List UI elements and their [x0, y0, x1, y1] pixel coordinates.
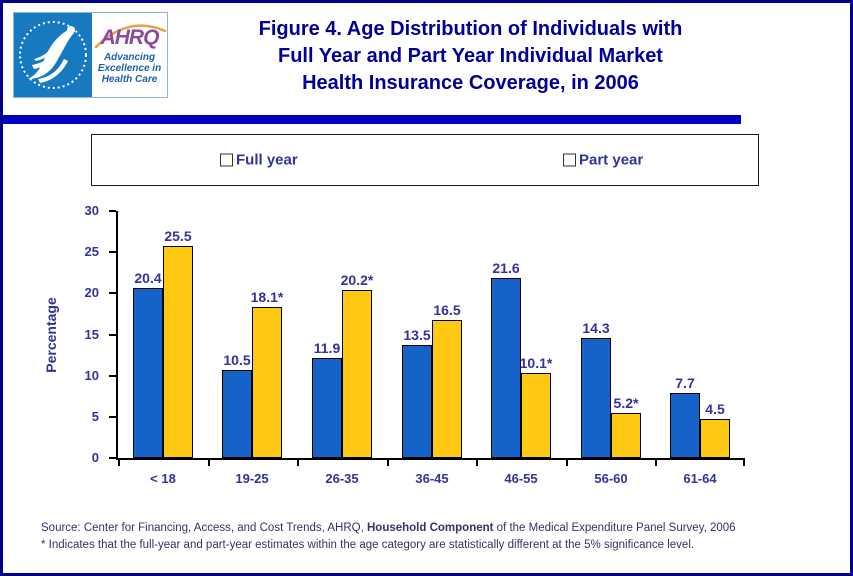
y-axis-title: Percentage [43, 297, 59, 373]
x-tick-mark [297, 458, 299, 466]
category-label: < 18 [150, 471, 176, 486]
ahrq-wordmark: AHRQ [100, 26, 160, 49]
ahrq-tagline-line: Health Care [101, 74, 158, 85]
bar-value-label: 16.5 [433, 302, 461, 318]
part-year-swatch-icon [563, 153, 576, 167]
bar-part-year [432, 320, 462, 458]
category-label: 19-25 [235, 471, 269, 486]
bar-value-label: 14.3 [582, 320, 610, 336]
significance-note: * Indicates that the full-year and part-… [41, 539, 695, 551]
source-text-bold: Household Component [366, 522, 494, 534]
category-label: 56-60 [594, 471, 628, 486]
bar-part-year [611, 413, 641, 458]
y-tick-label: 15 [84, 327, 99, 342]
x-tick-mark [208, 458, 210, 466]
full-year-swatch-icon [220, 153, 233, 167]
bar-value-label: 20.4 [134, 270, 162, 286]
figure-footnotes: Source: Center for Financing, Access, an… [41, 520, 831, 554]
x-tick-mark [743, 458, 745, 466]
hhs-seal-panel [14, 13, 92, 97]
x-tick-mark [387, 458, 389, 466]
bar-value-label: 10.5 [223, 352, 251, 368]
y-axis-labels: 0 5 10 15 20 25 30 [71, 203, 109, 465]
y-tick-label: 10 [84, 368, 99, 383]
ahrq-tagline-line: Advancing [103, 52, 156, 63]
bar-value-label: 5.2* [613, 395, 639, 411]
category-label: 46-55 [504, 471, 538, 486]
figure-title-line: Figure 4. Age Distribution of Individual… [258, 18, 683, 40]
bar-value-label: 11.9 [313, 340, 341, 356]
bar-full-year [491, 278, 521, 458]
bar-part-year [342, 290, 372, 458]
legend-label: Part year [579, 151, 644, 169]
x-tick-mark [566, 458, 568, 466]
category-label: 61-64 [683, 471, 717, 486]
bar-value-label: 7.7 [675, 375, 695, 391]
source-line: Source: Center for Financing, Access, an… [41, 520, 831, 537]
y-tick-label: 5 [91, 409, 99, 424]
figure-title: Figure 4. Age Distribution of Individual… [178, 16, 763, 97]
ahrq-tagline-line: Excellence in [97, 63, 162, 74]
y-tick-mark [109, 210, 116, 212]
chart-legend: Full year Part year [91, 134, 759, 186]
legend-item-part-year: Part year [563, 152, 643, 169]
y-tick-mark [109, 416, 116, 418]
hhs-eagle-seal-icon [19, 21, 87, 89]
y-tick-label: 0 [91, 450, 99, 465]
bar-value-label: 18.1* [250, 289, 284, 305]
y-tick-mark [109, 292, 116, 294]
bar-part-year [252, 307, 282, 458]
legend-item-full-year: Full year [220, 152, 298, 169]
ahrq-arc-icon [94, 24, 167, 49]
y-tick-label: 25 [84, 244, 99, 259]
bar-value-label: 13.5 [403, 327, 431, 343]
ahrq-tagline: Advancing Excellence in Health Care [92, 52, 167, 85]
header-divider-rule [3, 115, 741, 124]
ahrq-logo-panel: AHRQ Advancing Excellence in Health Care [92, 13, 167, 97]
bar-full-year [581, 338, 611, 458]
y-tick-mark [109, 251, 116, 253]
bar-full-year [402, 345, 432, 458]
bar-value-label: 4.5 [705, 401, 725, 417]
bar-value-label: 20.2* [340, 272, 374, 288]
bar-part-year [163, 246, 193, 458]
plot-area: 20.4 25.5 < 18 10.5 18.1* 19-25 11.9 20.2* 26-35… [109, 210, 745, 486]
source-text: of the Medical Expenditure Panel Survey,… [493, 522, 736, 534]
agency-logo: AHRQ Advancing Excellence in Health Care [13, 12, 168, 98]
category-label: 36-45 [415, 471, 449, 486]
bar-full-year [222, 370, 252, 458]
bar-part-year [521, 373, 551, 458]
category-label: 26-35 [325, 471, 359, 486]
y-tick-mark [109, 375, 116, 377]
y-tick-mark [109, 334, 116, 336]
bar-value-label: 10.1* [519, 355, 553, 371]
bar-value-label: 21.6 [492, 260, 520, 276]
y-tick-label: 30 [84, 203, 99, 218]
bar-full-year [312, 358, 342, 458]
x-tick-mark [655, 458, 657, 466]
figure-title-line: Full Year and Part Year Individual Marke… [278, 45, 663, 67]
x-tick-mark [118, 458, 120, 466]
legend-label: Full year [236, 151, 298, 169]
bar-part-year [700, 419, 730, 458]
x-tick-mark [476, 458, 478, 466]
figure-title-line: Health Insurance Coverage, in 2006 [302, 72, 639, 94]
bar-full-year [133, 288, 163, 458]
y-tick-label: 20 [84, 285, 99, 300]
bar-full-year [670, 393, 700, 458]
bar-value-label: 25.5 [164, 228, 192, 244]
y-tick-mark [109, 457, 116, 459]
source-text: Source: Center for Financing, Access, an… [41, 522, 367, 534]
